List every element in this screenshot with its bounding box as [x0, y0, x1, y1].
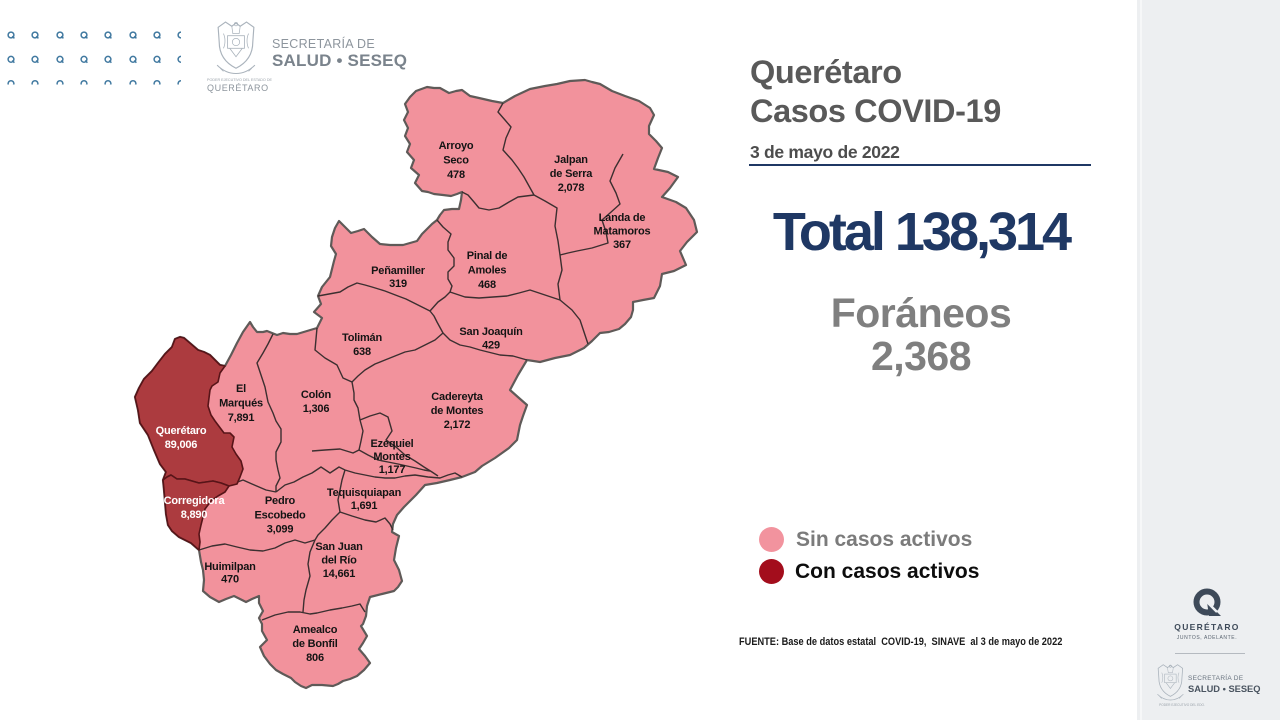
svg-text:89,006: 89,006 — [165, 439, 198, 451]
svg-text:El: El — [236, 383, 246, 395]
svg-text:478: 478 — [447, 169, 465, 181]
svg-text:de Serra: de Serra — [550, 168, 594, 180]
svg-text:Cadereyta: Cadereyta — [431, 391, 483, 403]
svg-text:San Joaquín: San Joaquín — [459, 326, 523, 338]
svg-text:Querétaro: Querétaro — [156, 425, 207, 437]
svg-text:Matamoros: Matamoros — [594, 226, 651, 238]
svg-text:Tequisquiapan: Tequisquiapan — [327, 487, 402, 499]
svg-text:2,078: 2,078 — [558, 182, 585, 194]
svg-text:Amealco: Amealco — [293, 624, 338, 636]
svg-text:8,890: 8,890 — [181, 509, 208, 521]
svg-text:319: 319 — [389, 278, 407, 290]
svg-text:Tolimán: Tolimán — [342, 332, 382, 344]
svg-text:14,661: 14,661 — [323, 568, 356, 580]
svg-text:Pedro: Pedro — [265, 495, 296, 507]
svg-text:San Juan: San Juan — [315, 541, 363, 553]
svg-text:Marqués: Marqués — [219, 398, 263, 410]
svg-text:1,177: 1,177 — [379, 464, 406, 476]
svg-text:2,172: 2,172 — [444, 419, 471, 431]
svg-text:Peñamiller: Peñamiller — [371, 265, 426, 277]
svg-text:Pinal de: Pinal de — [467, 250, 508, 262]
svg-text:1,306: 1,306 — [303, 403, 330, 415]
svg-text:Seco: Seco — [443, 155, 469, 167]
svg-text:1,691: 1,691 — [351, 500, 378, 512]
svg-text:470: 470 — [221, 574, 239, 586]
svg-text:Colón: Colón — [301, 389, 332, 401]
svg-text:429: 429 — [482, 340, 500, 352]
svg-text:7,891: 7,891 — [228, 412, 255, 424]
svg-text:Escobedo: Escobedo — [255, 509, 306, 521]
svg-text:de Bonfil: de Bonfil — [292, 638, 337, 650]
svg-text:806: 806 — [306, 652, 324, 664]
svg-text:Landa de: Landa de — [599, 212, 646, 224]
svg-text:Corregidora: Corregidora — [164, 495, 226, 507]
svg-text:367: 367 — [613, 239, 631, 251]
svg-text:3,099: 3,099 — [267, 524, 294, 536]
svg-text:468: 468 — [478, 279, 496, 291]
svg-text:Jalpan: Jalpan — [554, 154, 588, 166]
svg-text:de Montes: de Montes — [431, 405, 484, 417]
svg-text:del Río: del Río — [321, 555, 357, 567]
svg-text:Ezequiel: Ezequiel — [370, 438, 413, 450]
svg-text:Arroyo: Arroyo — [439, 140, 474, 152]
svg-text:Huimilpan: Huimilpan — [204, 561, 256, 573]
svg-text:Montes: Montes — [373, 451, 410, 463]
svg-text:638: 638 — [353, 346, 371, 358]
svg-text:Amoles: Amoles — [468, 265, 507, 277]
